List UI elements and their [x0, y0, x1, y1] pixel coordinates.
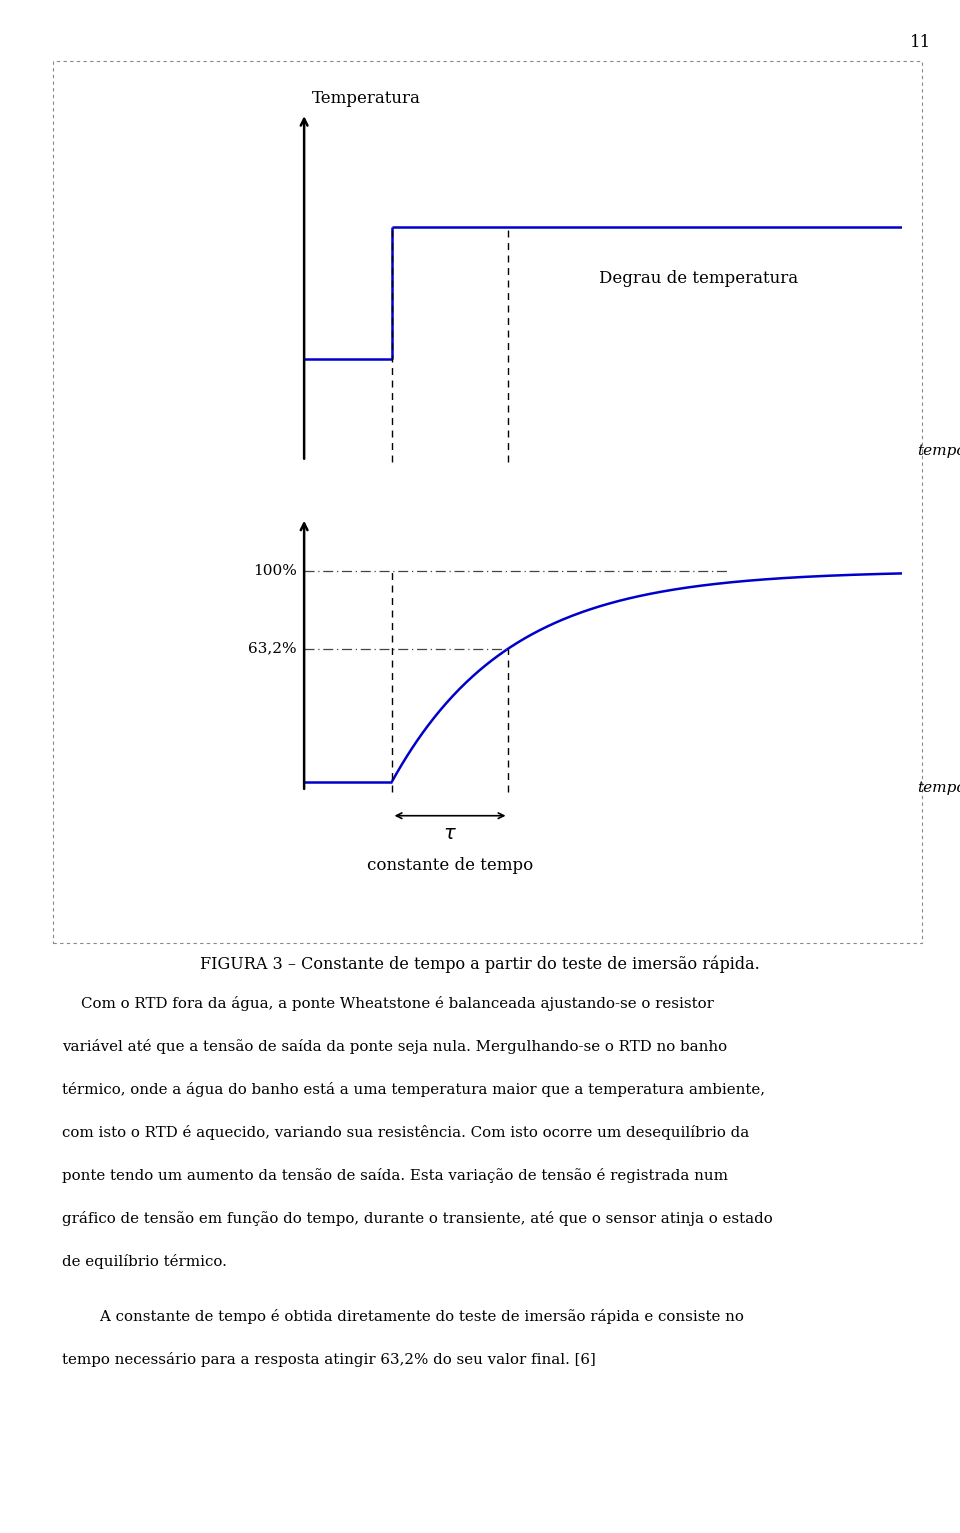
Text: gráfico de tensão em função do tempo, durante o transiente, até que o sensor ati: gráfico de tensão em função do tempo, du…	[62, 1211, 773, 1226]
Text: Com o RTD fora da água, a ponte Wheatstone é balanceada ajustando-se o resistor: Com o RTD fora da água, a ponte Wheatsto…	[62, 996, 714, 1012]
Text: variável até que a tensão de saída da ponte seja nula. Mergulhando-se o RTD no b: variável até que a tensão de saída da po…	[62, 1039, 728, 1055]
Bar	[53, 61, 922, 943]
Text: tempo: tempo	[917, 782, 960, 796]
Text: tempo necessário para a resposta atingir 63,2% do seu valor final. [6]: tempo necessário para a resposta atingir…	[62, 1352, 596, 1367]
Text: com isto o RTD é aquecido, variando sua resistência. Com isto ocorre um desequil: com isto o RTD é aquecido, variando sua …	[62, 1125, 750, 1141]
Text: $\tau$: $\tau$	[444, 825, 457, 843]
Text: constante de tempo: constante de tempo	[367, 857, 533, 874]
Text: 100%: 100%	[252, 564, 297, 578]
Text: A constante de tempo é obtida diretamente do teste de imersão rápida e consiste : A constante de tempo é obtida diretament…	[62, 1309, 744, 1325]
Text: Degrau de temperatura: Degrau de temperatura	[598, 270, 798, 287]
Text: 11: 11	[910, 34, 931, 51]
Text: ponte tendo um aumento da tensão de saída. Esta variação de tensão é registrada : ponte tendo um aumento da tensão de saíd…	[62, 1168, 729, 1183]
Text: de equilíbrio térmico.: de equilíbrio térmico.	[62, 1254, 228, 1269]
Text: 63,2%: 63,2%	[249, 641, 297, 656]
Text: térmico, onde a água do banho está a uma temperatura maior que a temperatura amb: térmico, onde a água do banho está a uma…	[62, 1082, 765, 1098]
Text: FIGURA 3 – Constante de tempo a partir do teste de imersão rápida.: FIGURA 3 – Constante de tempo a partir d…	[200, 955, 760, 972]
Text: tempo: tempo	[917, 445, 960, 458]
Text: Temperatura: Temperatura	[311, 90, 420, 107]
